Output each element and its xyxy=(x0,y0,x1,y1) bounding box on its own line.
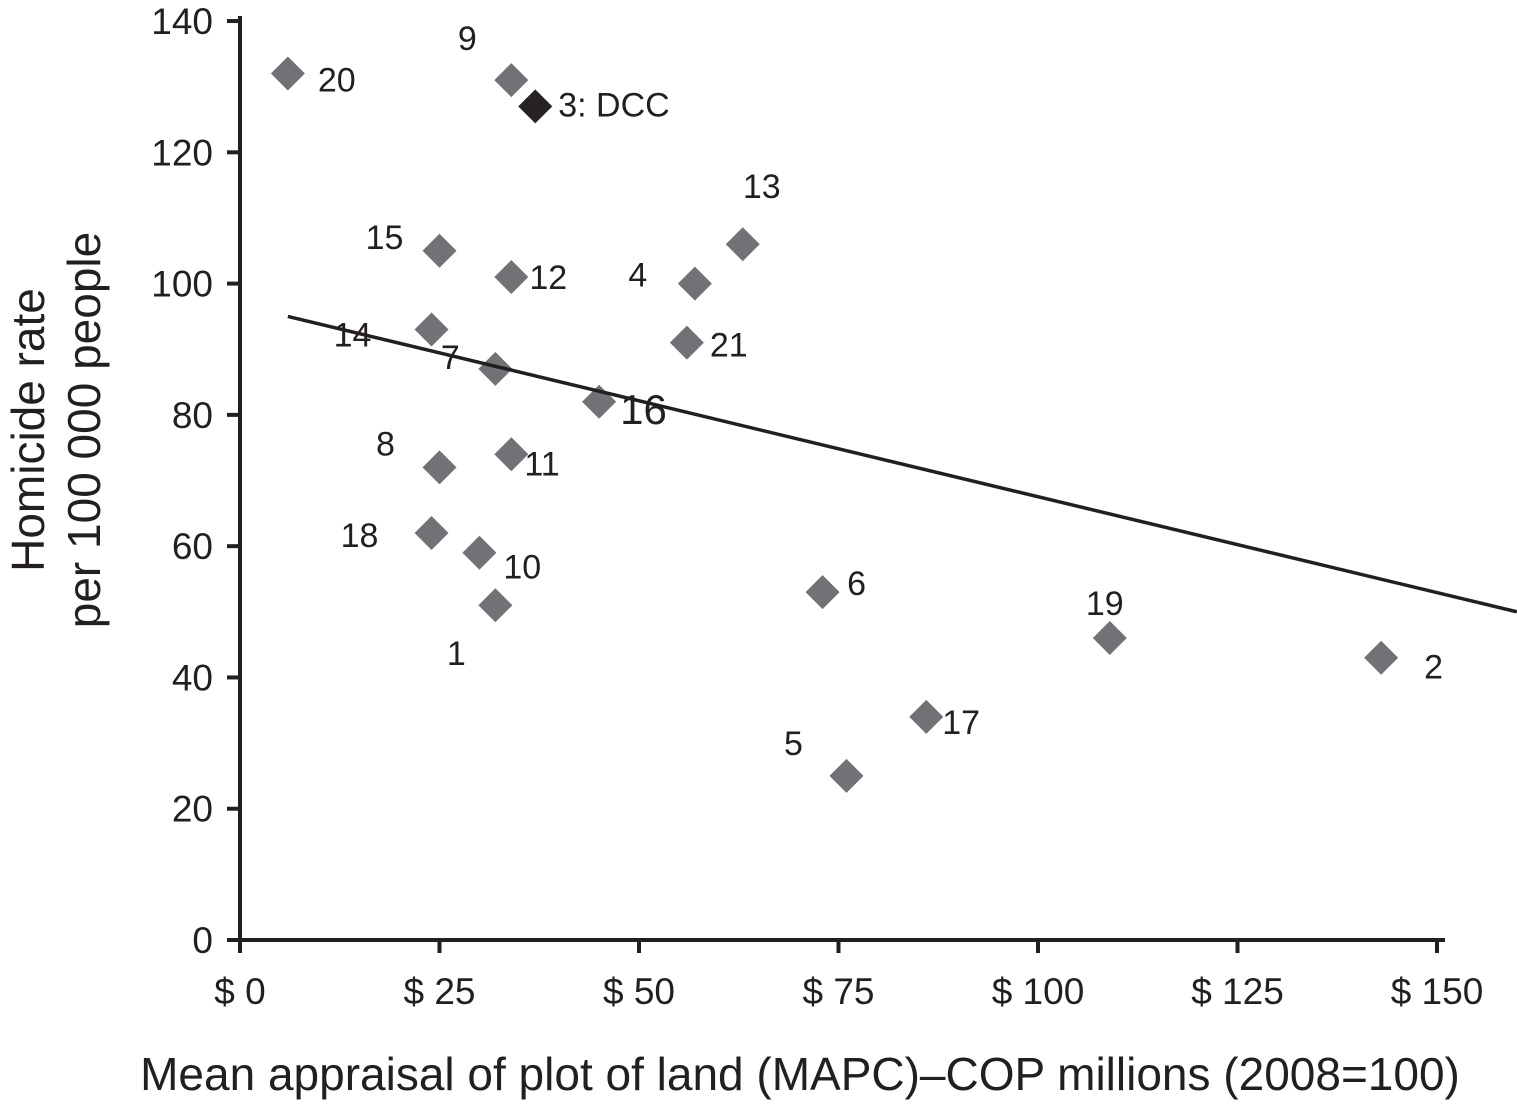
data-point-label: 15 xyxy=(366,219,404,257)
data-point-label: 12 xyxy=(529,259,567,297)
data-point-label: 9 xyxy=(458,20,477,58)
data-point-label: 18 xyxy=(341,517,379,555)
data-point-diamond xyxy=(462,535,497,570)
data-point-diamond xyxy=(669,325,704,360)
y-axis: 0 20 40 60 80 100 120 140 xyxy=(151,1,242,961)
y-tick-label: 100 xyxy=(151,264,213,305)
data-point-diamond xyxy=(422,233,457,268)
data-point-diamond xyxy=(1364,640,1399,675)
y-axis-title-line2: per 100 000 people xyxy=(58,232,110,628)
data-point-label: 17 xyxy=(942,704,980,742)
x-tick-label: $ 25 xyxy=(403,971,475,1012)
data-point-diamond xyxy=(414,516,449,551)
data-point-label: 11 xyxy=(524,445,559,483)
data-point-label: 1 xyxy=(447,635,466,673)
y-tick-label: 60 xyxy=(172,526,213,567)
data-point-label: 16 xyxy=(620,386,667,433)
data-point-diamond xyxy=(909,699,944,734)
data-point-label: 19 xyxy=(1086,585,1124,623)
data-point-diamond xyxy=(725,227,760,262)
data-point-diamond xyxy=(494,63,529,98)
data-point-diamond xyxy=(422,450,457,485)
data-point-label: 6 xyxy=(847,565,866,603)
y-tick-label: 120 xyxy=(151,132,213,173)
trend-line xyxy=(287,314,1517,614)
x-tick-label: $ 150 xyxy=(1391,971,1484,1012)
data-point-label: 20 xyxy=(318,62,356,100)
trend-line-group xyxy=(287,314,1517,614)
data-point-label: 8 xyxy=(376,425,395,463)
data-point-label: 21 xyxy=(710,327,748,365)
data-point-label: 7 xyxy=(441,339,460,377)
x-tick-label: $ 50 xyxy=(603,971,675,1012)
data-point-label: 3: DCC xyxy=(558,86,669,124)
y-tick-label: 80 xyxy=(172,395,213,436)
y-axis-title-line1: Homicide rate xyxy=(2,288,54,572)
data-point-diamond xyxy=(414,312,449,347)
y-tick-label: 20 xyxy=(172,789,213,830)
x-tick-label: $ 100 xyxy=(992,971,1085,1012)
x-axis-title: Mean appraisal of plot of land (MAPC)–CO… xyxy=(140,1048,1460,1100)
data-point-label: 4 xyxy=(628,257,647,295)
data-points xyxy=(270,56,1399,793)
y-tick-label: 0 xyxy=(192,920,213,961)
x-tick-label: $ 75 xyxy=(802,971,874,1012)
data-point-diamond xyxy=(478,351,513,386)
data-point-label: 14 xyxy=(334,317,372,355)
data-point-label: 13 xyxy=(743,168,781,206)
y-tick-label: 40 xyxy=(172,657,213,698)
data-point-diamond xyxy=(1092,621,1127,656)
y-tick-label: 140 xyxy=(151,1,213,42)
data-point-diamond xyxy=(805,575,840,610)
x-tick-label: $ 125 xyxy=(1191,971,1284,1012)
data-point-label: 10 xyxy=(503,549,541,587)
x-axis: $ 0 $ 25 $ 50 $ 75 $ 100 $ 125 $ 150 xyxy=(214,938,1484,1012)
data-point-diamond xyxy=(478,588,513,623)
data-point-label: 2 xyxy=(1424,649,1443,687)
data-point-diamond xyxy=(270,56,305,91)
data-point-diamond xyxy=(494,437,529,472)
data-point-label: 5 xyxy=(784,725,803,763)
x-tick-label: $ 0 xyxy=(214,971,265,1012)
data-point-diamond xyxy=(677,266,712,301)
data-point-diamond-highlight xyxy=(518,89,553,124)
data-point-diamond xyxy=(829,758,864,793)
data-point-diamond xyxy=(494,260,529,295)
